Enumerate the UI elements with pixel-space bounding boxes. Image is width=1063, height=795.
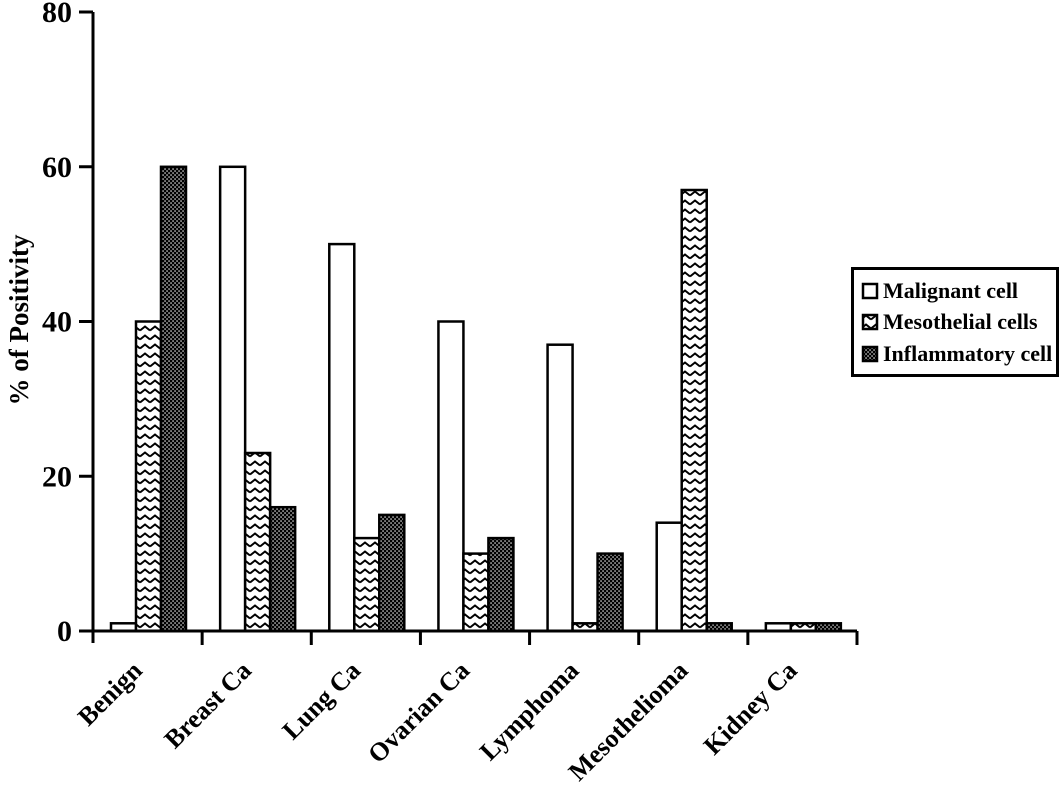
legend-item-inflammatory-cell: Inflammatory cell: [861, 340, 1053, 366]
bar: [655, 521, 683, 633]
y-axis-title: % of Positivity: [4, 234, 34, 405]
y-tick-label: 0: [57, 615, 72, 648]
bar: [462, 552, 490, 633]
bar: [546, 343, 574, 633]
inflammatory-cell-swatch-icon: [861, 345, 879, 362]
malignant-cell-swatch-icon: [861, 282, 879, 299]
bar: [437, 320, 465, 633]
bar: [680, 188, 708, 633]
bar: [218, 165, 247, 633]
y-tick-label: 40: [42, 306, 72, 339]
bar: [159, 165, 188, 633]
bar: [353, 536, 381, 633]
chart-legend: Malignant cell Mesothelial cells Inflamm…: [851, 267, 1059, 377]
y-tick-label: 20: [42, 460, 72, 493]
legend-label: Mesothelial cells: [883, 309, 1038, 334]
bar: [243, 451, 272, 633]
x-category-label: Lung Ca: [277, 656, 366, 745]
legend-label: Malignant cell: [883, 277, 1019, 303]
legend-label: Inflammatory cell: [883, 340, 1053, 366]
axes-group: [91, 12, 857, 643]
bar: [268, 505, 297, 633]
x-category-label: Breast Ca: [159, 656, 257, 754]
bar: [378, 513, 406, 633]
x-category-label: Benign: [72, 655, 148, 731]
bar: [596, 552, 624, 633]
y-ticks-group: 0 20 40 60 80: [42, 0, 93, 648]
bar: [487, 536, 515, 633]
legend-item-mesothelial-cells: Mesothelial cells: [861, 311, 1053, 333]
x-category-label: Kidney Ca: [698, 656, 803, 761]
y-tick-label: 60: [42, 151, 72, 184]
bar: [134, 320, 163, 633]
legend-item-malignant-cell: Malignant cell: [861, 277, 1053, 303]
bar: [328, 242, 356, 633]
mesothelial-cells-swatch-icon: [861, 313, 879, 331]
x-category-label: Ovarian Ca: [362, 656, 475, 769]
bars-group: [109, 165, 843, 633]
x-ticks-group: [200, 631, 859, 645]
y-tick-label: 80: [42, 0, 72, 29]
x-category-label: Lymphoma: [474, 656, 584, 766]
